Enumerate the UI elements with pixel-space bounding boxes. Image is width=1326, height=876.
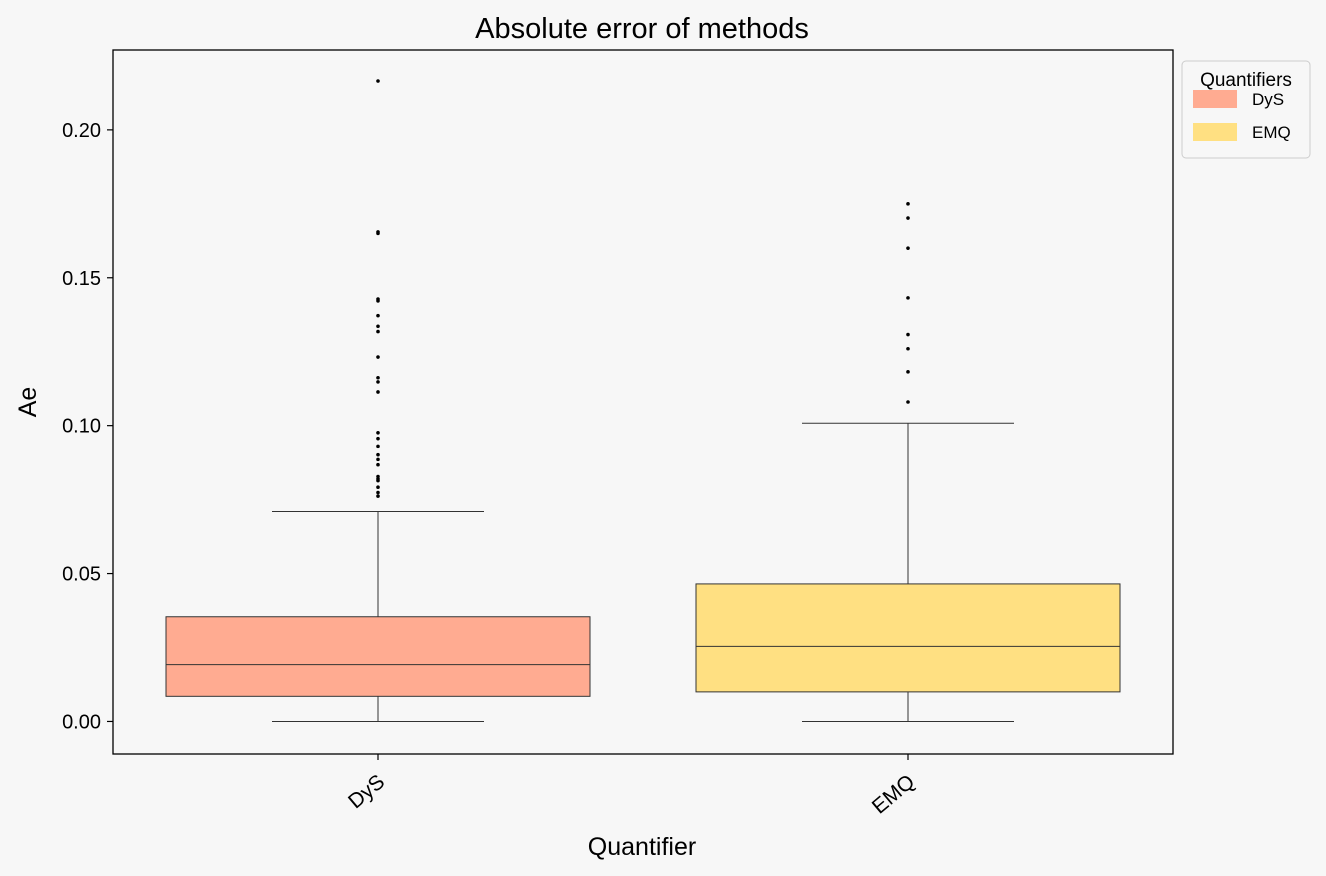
outlier-point [376, 436, 380, 441]
legend-title: Quantifiers [1200, 70, 1292, 91]
outlier-point [376, 478, 380, 483]
outlier-point [376, 494, 380, 498]
y-tick-label: 0.05 [62, 564, 101, 586]
y-tick-label: 0.10 [62, 416, 101, 438]
x-axis-label: Quantifier [588, 833, 696, 861]
outlier-point [376, 390, 380, 394]
y-tick-label: 0.00 [62, 711, 101, 733]
y-axis-label: Ae [14, 387, 42, 418]
outlier-point [376, 79, 380, 83]
legend-label-emq: EMQ [1252, 123, 1291, 142]
y-tick-label: 0.20 [62, 120, 101, 142]
outlier-point [376, 329, 380, 334]
x-tick-label: EMQ [868, 770, 919, 818]
outlier-point [906, 370, 910, 374]
outlier-point [906, 346, 910, 351]
outlier-point [376, 324, 380, 329]
outlier-point [906, 332, 910, 337]
chart-title: Absolute error of methods [475, 13, 809, 45]
outlier-point [376, 313, 380, 318]
iqr-box [695, 583, 1121, 693]
outlier-point [376, 462, 380, 467]
outlier-point [906, 202, 910, 206]
x-tick-label: DyS [344, 770, 389, 813]
legend-swatch-emq [1193, 123, 1237, 141]
outlier-point [376, 457, 380, 462]
outlier-point [376, 430, 380, 435]
box-group-emq [695, 202, 1121, 722]
outlier-point [376, 452, 380, 457]
iqr-box [165, 616, 591, 697]
legend-swatch-dys [1193, 90, 1237, 108]
box-group-dys [165, 79, 591, 722]
outlier-point [376, 380, 380, 384]
outlier-point [906, 400, 910, 404]
outlier-point [376, 485, 380, 489]
legend: Quantifiers DyS EMQ [1181, 60, 1311, 159]
outlier-point [376, 444, 380, 449]
outlier-point [376, 355, 380, 359]
legend-label-dys: DyS [1252, 90, 1284, 109]
outlier-point [906, 216, 910, 220]
outlier-point [906, 296, 910, 300]
outlier-point [906, 246, 910, 250]
outlier-point [376, 299, 380, 303]
outlier-point [376, 490, 380, 495]
y-tick-label: 0.15 [62, 268, 101, 290]
outlier-point [376, 231, 380, 236]
outlier-point [376, 375, 380, 380]
